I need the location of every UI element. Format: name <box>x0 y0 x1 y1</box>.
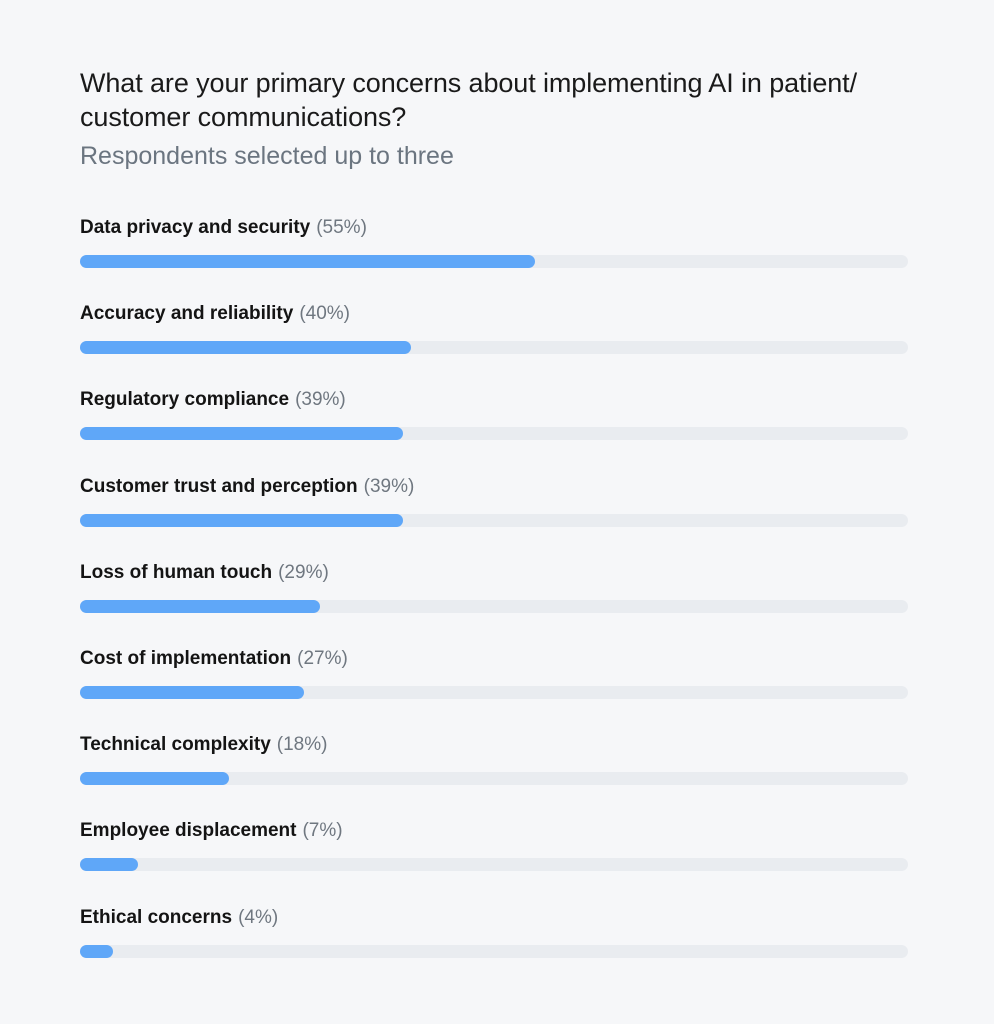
bar <box>80 685 304 699</box>
category-label: Cost of implementation <box>80 647 292 669</box>
value-label: (55%) <box>316 217 367 238</box>
bar-track <box>80 772 908 786</box>
bar-row: Accuracy and reliability (40%) <box>80 300 908 386</box>
value-label: (39%) <box>363 475 415 497</box>
bar <box>80 255 536 268</box>
category-label: Accuracy and reliability <box>80 303 294 325</box>
value-label: (29%) <box>278 561 329 583</box>
category-label: Regulatory compliance <box>80 389 290 411</box>
bar-track <box>80 685 908 699</box>
bar-row: Technical complexity (18%) <box>80 731 908 817</box>
bar-label: Regulatory compliance (39%) <box>80 386 346 414</box>
bar-label: Loss of human touch (29%) <box>80 559 329 587</box>
category-label: Data privacy and security <box>80 217 311 238</box>
value-label: (7%) <box>302 820 343 842</box>
bar-label: Accuracy and reliability (40%) <box>80 300 350 328</box>
bar-row: Data privacy and security (55%) <box>80 214 908 300</box>
bar-label: Customer trust and perception (39%) <box>80 473 414 501</box>
chart-card: What are your primary concerns about imp… <box>80 66 908 958</box>
bar <box>80 858 138 872</box>
value-label: (39%) <box>295 389 346 411</box>
bar <box>80 427 403 441</box>
bar-track <box>80 513 908 527</box>
chart-subtitle: Respondents selected up to three <box>80 142 454 170</box>
value-label: (18%) <box>276 734 328 756</box>
category-label: Loss of human touch <box>80 561 273 583</box>
bar <box>80 341 412 355</box>
category-label: Customer trust and perception <box>80 475 358 497</box>
bar-track <box>80 858 908 872</box>
bar <box>80 944 114 958</box>
bar-row: Customer trust and perception (39%) <box>80 473 908 559</box>
bar-row: Loss of human touch (29%) <box>80 559 908 645</box>
value-label: (4%) <box>238 906 279 928</box>
value-label: (27%) <box>297 647 348 669</box>
category-label: Employee displacement <box>80 820 297 842</box>
bar-row: Employee displacement (7%) <box>80 817 908 903</box>
value-label: (40%) <box>299 303 351 325</box>
bar-track <box>80 255 908 268</box>
bar <box>80 599 321 613</box>
category-label: Technical complexity <box>80 734 271 756</box>
bar-row: Regulatory compliance (39%) <box>80 386 908 472</box>
bar-row: Ethical concerns (4%) <box>80 904 908 990</box>
bar-label: Employee displacement (7%) <box>80 817 343 845</box>
bar <box>80 772 230 786</box>
chart-title: What are your primary concerns about imp… <box>80 68 857 132</box>
bar-list: Data privacy and security (55%) Accuracy a… <box>80 214 908 990</box>
category-label: Ethical concerns <box>80 906 233 928</box>
bar-label: Technical complexity (18%) <box>80 731 327 759</box>
bar-track <box>80 944 908 958</box>
bar-track <box>80 427 908 441</box>
bar-label: Ethical concerns (4%) <box>80 904 278 932</box>
bar <box>80 513 403 527</box>
bar-label: Cost of implementation (27%) <box>80 645 348 673</box>
bar-track <box>80 599 908 613</box>
bar-row: Cost of implementation (27%) <box>80 645 908 731</box>
bar-track <box>80 341 908 355</box>
bar-label: Data privacy and security (55%) <box>80 214 367 242</box>
